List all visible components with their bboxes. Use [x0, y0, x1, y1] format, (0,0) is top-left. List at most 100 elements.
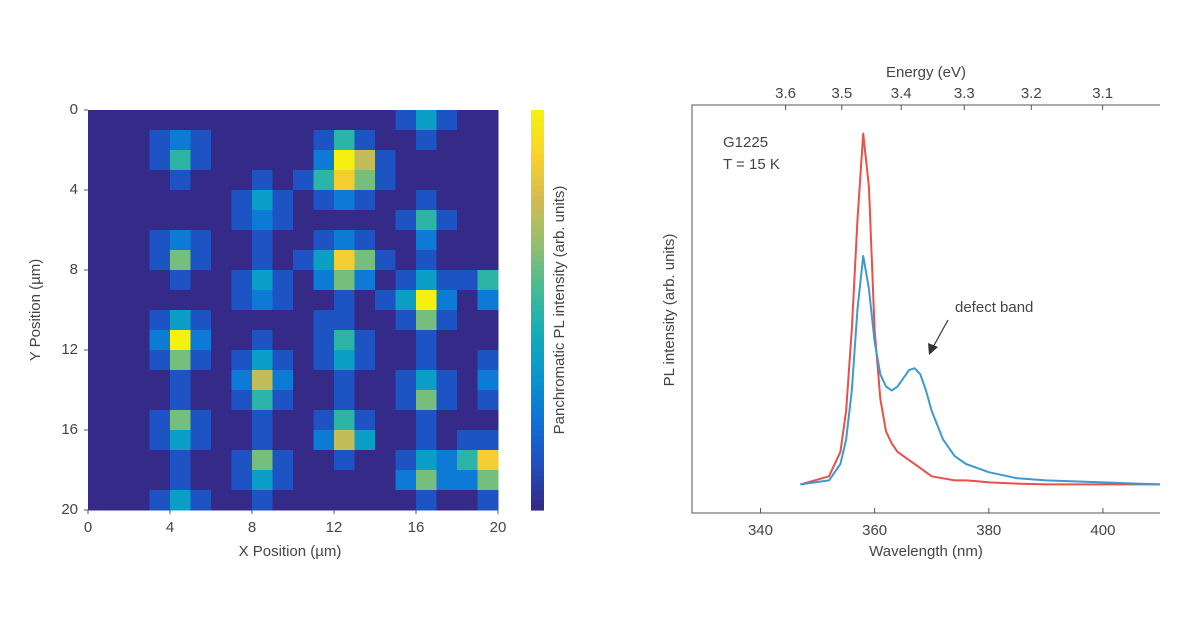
heatmap-cell: [416, 130, 437, 151]
colorbar-segment: [531, 285, 544, 291]
heatmap-cell: [252, 190, 273, 211]
heatmap-cell: [416, 290, 437, 311]
colorbar-segment: [531, 160, 544, 166]
colorbar-segment: [531, 450, 544, 456]
heatmap-cell: [149, 150, 171, 171]
heatmap-cell: [395, 150, 417, 171]
heatmap-cell: [129, 190, 150, 211]
heatmap-cell: [354, 450, 376, 471]
heatmap-cell: [477, 110, 499, 131]
heatmap-cell: [416, 270, 437, 291]
heatmap-cell: [375, 310, 396, 331]
heatmap-cell: [375, 290, 396, 311]
heatmap-cell: [231, 190, 253, 211]
heatmap-cell: [395, 210, 417, 231]
heatmap-cell: [231, 170, 253, 191]
colorbar-segment: [531, 135, 544, 141]
heatmap-cell: [436, 210, 458, 231]
heatmap-cell: [477, 130, 499, 151]
heatmap-cell: [170, 470, 191, 491]
heatmap-cell: [416, 150, 437, 171]
heatmap-cell: [252, 310, 273, 331]
heatmap-cell: [477, 350, 499, 371]
heatmap-cell: [252, 210, 273, 231]
heatmap-cell: [416, 210, 437, 231]
colorbar-segment: [531, 335, 544, 341]
heatmap-cell: [129, 110, 150, 131]
heatmap-cell: [477, 290, 499, 311]
heatmap-cell: [313, 270, 335, 291]
colorbar-segment: [531, 185, 544, 191]
colorbar-segment: [531, 155, 544, 161]
heatmap-cell: [190, 250, 212, 271]
heatmap-cell: [211, 130, 232, 151]
heatmap-cell: [252, 430, 273, 451]
heatmap-cell: [477, 470, 499, 491]
heatmap-cell: [416, 230, 437, 251]
y-tick-label: 0: [70, 101, 78, 118]
heatmap-cell: [313, 390, 335, 411]
x2-tick-label: 3.3: [954, 85, 975, 102]
heatmap-cell: [108, 290, 130, 311]
heatmap-cell: [313, 370, 335, 391]
colorbar-segment: [531, 225, 544, 231]
heatmap-cell: [375, 330, 396, 351]
x-tick-label: 12: [326, 519, 343, 536]
colorbar-segment: [531, 290, 544, 296]
heatmap-cell: [149, 110, 171, 131]
heatmap-cell: [354, 390, 376, 411]
heatmap-cell: [416, 450, 437, 471]
heatmap-cell: [395, 310, 417, 331]
heatmap-cell: [252, 250, 273, 271]
x-tick-label: 380: [976, 522, 1001, 539]
heatmap-cell: [293, 350, 314, 371]
heatmap-cell: [395, 390, 417, 411]
colorbar-segment: [531, 115, 544, 121]
heatmap-cell: [395, 490, 417, 511]
heatmap-cell: [457, 230, 478, 251]
x-tick-label: 340: [748, 522, 773, 539]
heatmap-cell: [293, 150, 314, 171]
heatmap-cell: [334, 150, 355, 171]
heatmap-cell: [416, 390, 437, 411]
colorbar-segment: [531, 175, 544, 181]
heatmap-cell: [436, 450, 458, 471]
colorbar-segment: [531, 465, 544, 471]
colorbar-segment: [531, 280, 544, 286]
heatmap-cell: [334, 410, 355, 431]
heatmap-cell: [88, 130, 109, 151]
heatmap-cell: [457, 490, 478, 511]
heatmap-cell: [334, 390, 355, 411]
heatmap-cell: [272, 310, 294, 331]
heatmap-cell: [170, 370, 191, 391]
colorbar-segment: [531, 125, 544, 131]
heatmap-cell: [416, 470, 437, 491]
heatmap-cell: [334, 370, 355, 391]
heatmap-cell: [313, 150, 335, 171]
heatmap-cell: [149, 490, 171, 511]
heatmap-cell: [190, 270, 212, 291]
heatmap-cell: [313, 350, 335, 371]
colorbar-segment: [531, 395, 544, 401]
heatmap-cell: [190, 290, 212, 311]
heatmap-cell: [477, 490, 499, 511]
heatmap-cell: [375, 350, 396, 371]
heatmap-cell: [170, 130, 191, 151]
heatmap-cell: [108, 410, 130, 431]
heatmap-cell: [129, 210, 150, 231]
heatmap-cell: [129, 170, 150, 191]
heatmap-cell: [272, 270, 294, 291]
colorbar-segment: [531, 250, 544, 256]
heatmap-cell: [477, 230, 499, 251]
heatmap-cell: [170, 170, 191, 191]
heatmap-cell: [457, 390, 478, 411]
colorbar-segment: [531, 140, 544, 146]
heatmap-cell: [375, 270, 396, 291]
colorbar-segment: [531, 235, 544, 241]
colorbar-segment: [531, 375, 544, 381]
x2-tick-label: 3.2: [1021, 85, 1042, 102]
heatmap-cell: [293, 250, 314, 271]
heatmap-cell: [375, 250, 396, 271]
heatmap-cell: [108, 430, 130, 451]
